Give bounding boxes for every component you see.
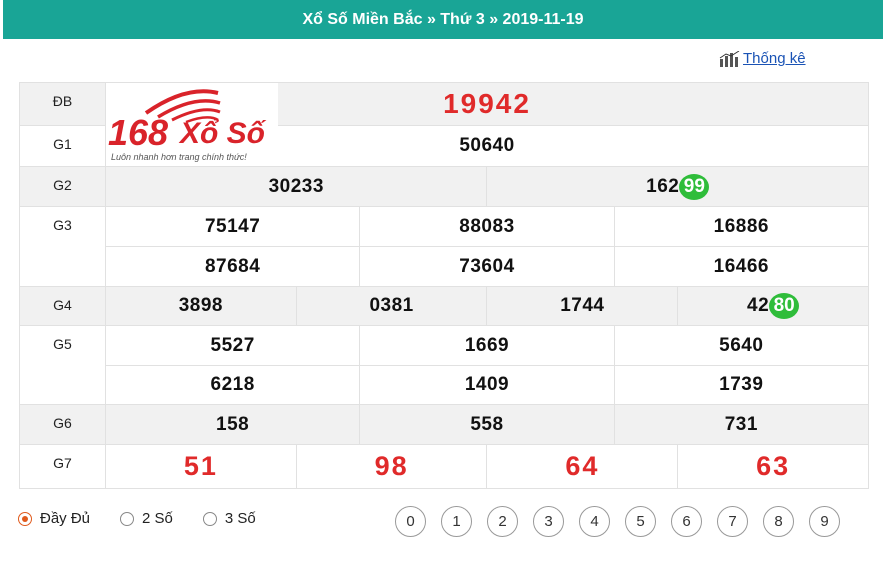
label-g2: G2: [19, 166, 106, 207]
option-2-digits[interactable]: 2 Số: [120, 510, 173, 527]
label-g1: G1: [19, 125, 106, 167]
option-3-digits[interactable]: 3 Số: [202, 510, 256, 527]
g6-value: 731: [613, 404, 870, 445]
label-g6: G6: [19, 404, 106, 445]
digit-button-0[interactable]: 0: [395, 506, 426, 537]
g7-value: 51: [105, 444, 297, 489]
g3-value: 16466: [613, 246, 870, 287]
logo-number: 168: [108, 112, 168, 153]
label-g7: G7: [19, 444, 106, 489]
g2-value: 30233: [104, 166, 488, 207]
g2-value: 162 99: [486, 166, 869, 207]
header-bar: Xổ Số Miền Bắc » Thứ 3 » 2019-11-19: [3, 0, 883, 39]
label-g4: G4: [19, 286, 106, 326]
radio-icon[interactable]: [18, 511, 32, 526]
stats-link[interactable]: Thống kê: [719, 50, 806, 67]
g4-value: 3898: [105, 286, 297, 326]
g3-value: 87684: [104, 246, 361, 287]
label-g5: G5: [19, 325, 106, 405]
digit-button-5[interactable]: 5: [625, 506, 656, 537]
g5-value: 5640: [613, 325, 870, 366]
digit-button-3[interactable]: 3: [533, 506, 564, 537]
g3-value: 75147: [104, 206, 361, 247]
digit-button-8[interactable]: 8: [763, 506, 794, 537]
loto-highlight: 99: [679, 173, 710, 200]
g5-value: 1409: [359, 365, 615, 405]
g7-value: 63: [677, 444, 869, 489]
g4-value: 42 80: [677, 286, 869, 326]
row-g5: G5 5527 1669 5640: [19, 325, 870, 405]
g4-value: 0381: [295, 286, 488, 326]
g5-value: 1669: [359, 325, 615, 366]
stats-link-label: Thống kê: [743, 50, 806, 67]
option-label: 2 Số: [142, 510, 173, 527]
option-label: Đầy Đủ: [40, 510, 91, 527]
header-title: Xổ Số Miền Bắc » Thứ 3 » 2019-11-19: [302, 10, 584, 28]
row-g3b: 87684 73604 16466: [20, 246, 870, 287]
g7-value: 64: [486, 444, 679, 489]
g4-value: 1744: [486, 286, 679, 326]
label-db: ĐB: [19, 82, 106, 126]
g5-value: 6218: [104, 365, 361, 405]
bar-chart-icon: [719, 50, 741, 67]
option-full[interactable]: Đầy Đủ: [18, 510, 90, 527]
row-g5b: 6218 1409 1739: [20, 365, 870, 405]
radio-icon[interactable]: [120, 511, 135, 526]
g5-value: 1739: [613, 365, 870, 405]
option-label: 3 Số: [224, 510, 256, 527]
logo-tagline: Luôn nhanh hơn trang chính thức!: [111, 152, 247, 162]
row-g7: G7 51 98 64 63: [19, 444, 869, 489]
digit-button-7[interactable]: 7: [717, 506, 748, 537]
digit-button-6[interactable]: 6: [671, 506, 702, 537]
row-g6: G6 158 558 731: [19, 404, 870, 445]
radio-icon[interactable]: [202, 511, 217, 526]
g5-value: 5527: [104, 325, 361, 366]
row-g2: G2 30233 162 99: [19, 166, 869, 207]
g7-value: 98: [295, 444, 488, 489]
g6-value: 558: [359, 404, 615, 445]
g3-value: 16886: [613, 206, 870, 247]
display-options: Đầy Đủ 2 Số 3 Số: [18, 510, 286, 527]
logo-graphic: 168 Xổ Số: [108, 89, 267, 153]
row-g4: G4 3898 0381 1744 42 80: [19, 286, 869, 326]
digit-button-4[interactable]: 4: [579, 506, 610, 537]
digit-filter: 0 1 2 3 4 5 6 7 8 9: [395, 506, 840, 537]
label-g3: G3: [19, 206, 106, 287]
digit-button-9[interactable]: 9: [809, 506, 840, 537]
site-logo: 168 Xổ Số Luôn nhanh hơn trang chính thứ…: [106, 83, 278, 165]
g3-value: 73604: [359, 246, 615, 287]
loto-highlight: 80: [769, 293, 800, 319]
g6-value: 158: [104, 404, 361, 445]
logo-name: Xổ Số: [178, 117, 267, 150]
row-g3: G3 75147 88083 16886: [19, 206, 870, 287]
digit-button-2[interactable]: 2: [487, 506, 518, 537]
g3-value: 88083: [359, 206, 615, 247]
digit-button-1[interactable]: 1: [441, 506, 472, 537]
